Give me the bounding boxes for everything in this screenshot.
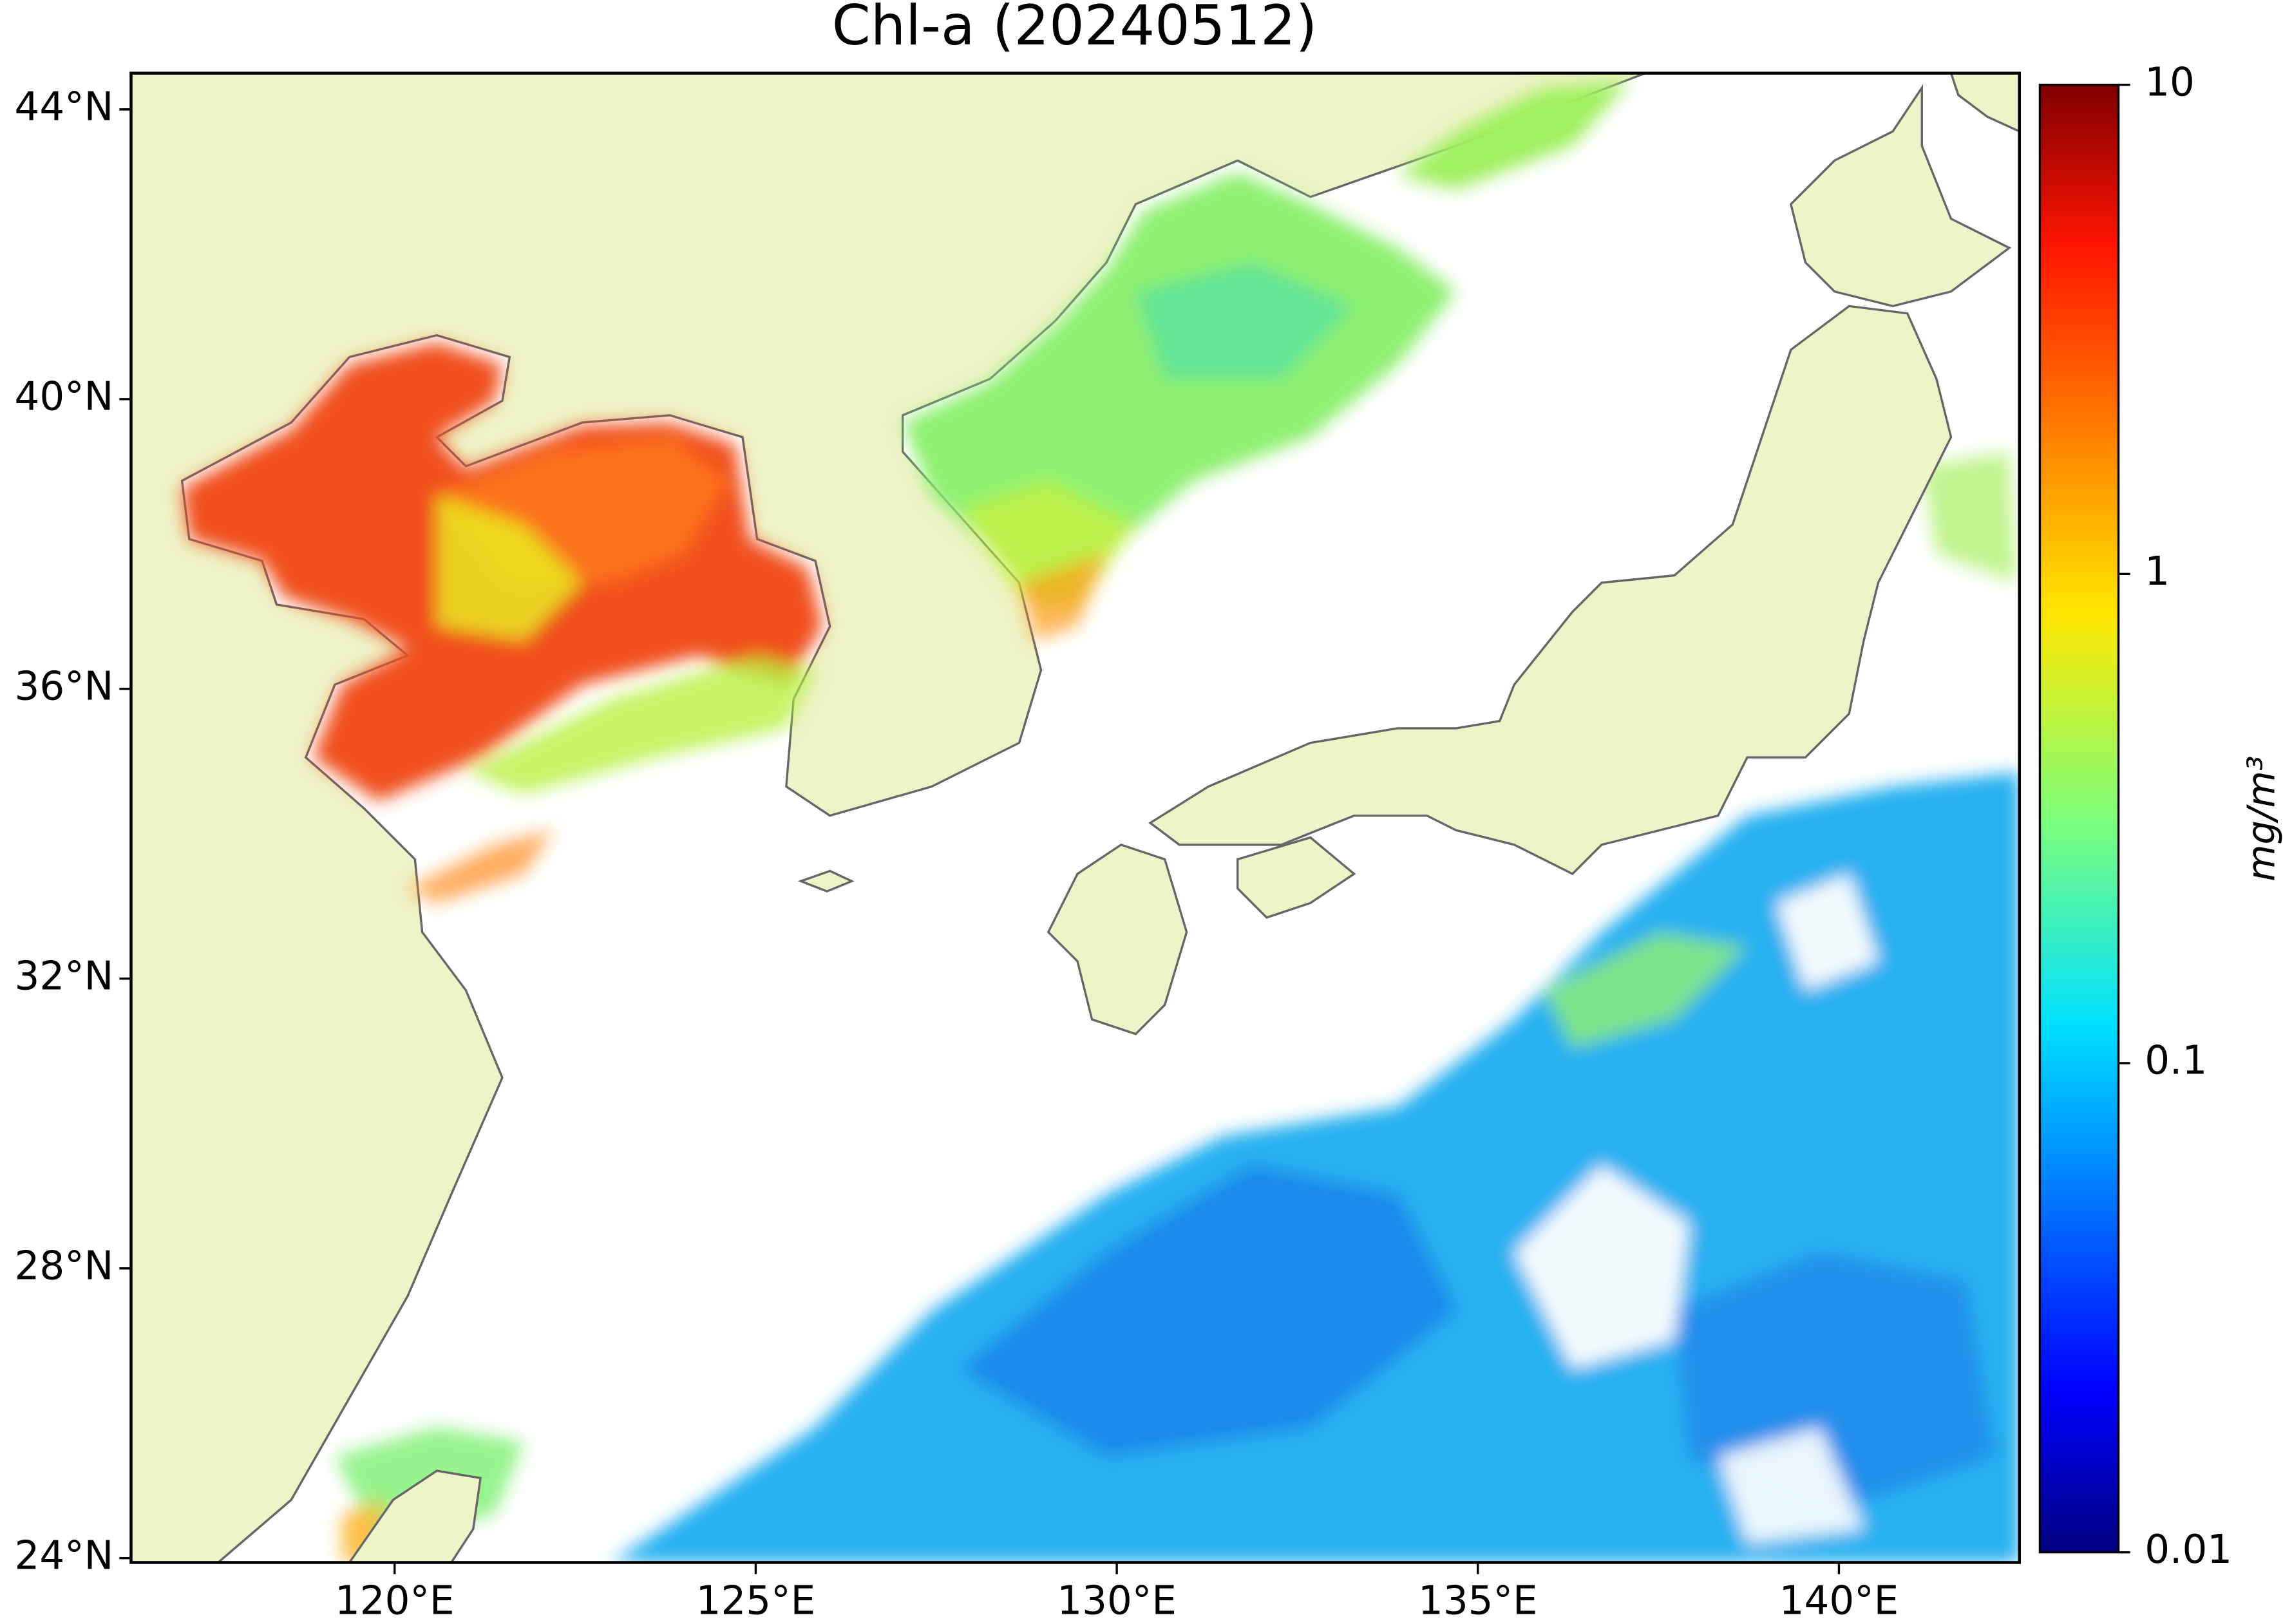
map-body: [131, 73, 2020, 1563]
x-tick-label: 130°E: [1057, 1578, 1177, 1623]
sakhalin: [1949, 73, 2020, 133]
colorbar: [2038, 84, 2120, 1554]
x-tick-label: 120°E: [335, 1578, 455, 1623]
map-frame: [129, 71, 2022, 1564]
kyushu: [1047, 843, 1188, 1035]
honshu: [1148, 305, 1953, 876]
y-tick-label: 40°N: [15, 373, 114, 419]
shikoku: [1236, 836, 1356, 919]
map-title: Chl-a (20240512): [832, 0, 1318, 58]
islands: [348, 73, 2020, 1563]
x-tick-label: 140°E: [1779, 1578, 1899, 1623]
colorbar-label: mg/m³: [2239, 756, 2283, 882]
y-tick-label: 24°N: [15, 1533, 114, 1578]
colorbar-tick-label: 0.1: [2145, 1038, 2207, 1084]
colorbar-tick-label: 1: [2145, 549, 2170, 594]
y-tick-label: 36°N: [15, 663, 114, 709]
jeju: [797, 869, 855, 893]
chlorophyll-field: [182, 80, 2020, 1563]
colorbar-tick-label: 10: [2145, 59, 2195, 105]
x-tick-label: 125°E: [696, 1578, 816, 1623]
taiwan: [348, 1469, 482, 1563]
colorbar-tick-label: 0.01: [2145, 1527, 2232, 1572]
y-tick-label: 28°N: [15, 1243, 114, 1289]
x-tick-label: 135°E: [1418, 1578, 1538, 1623]
hokkaido: [1789, 84, 2012, 308]
y-tick-label: 44°N: [15, 84, 114, 129]
y-tick-label: 32°N: [15, 953, 114, 999]
